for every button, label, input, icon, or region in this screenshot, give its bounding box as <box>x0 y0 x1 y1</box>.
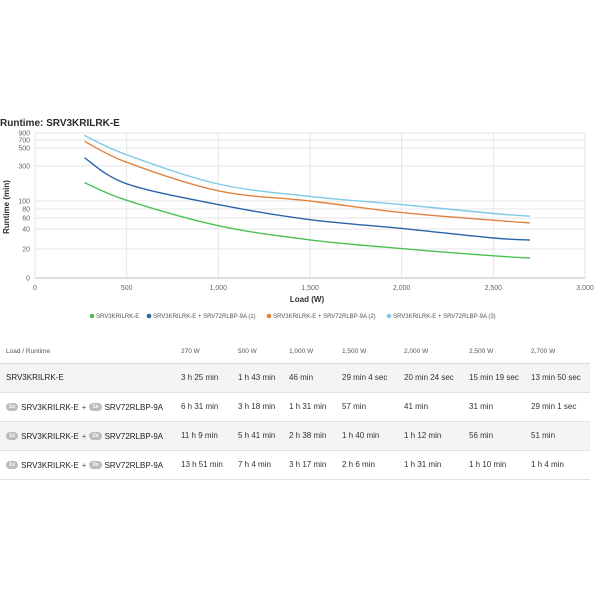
y-tick-label: 100 <box>18 199 30 206</box>
ups-model: SRV3KRILRK-E <box>21 460 79 470</box>
runtime-table: Load / Runtime 270 W 500 W 1,000 W 1,500… <box>0 341 590 480</box>
legend-marker <box>89 313 95 319</box>
battery-pack-model: SRV72RLBP-9A <box>104 460 164 470</box>
runtime-cell: 3 h 17 min <box>283 450 336 480</box>
battery-pack-model: SRV72RLBP-9A <box>104 402 164 412</box>
ups-model: SRV3KRILRK-E <box>6 373 64 382</box>
runtime-cell: 29 min 1 sec <box>525 392 590 422</box>
header-load: 1,500 W <box>336 341 398 364</box>
quantity-badge: 1x <box>6 403 19 412</box>
runtime-cell: 3 h 18 min <box>232 392 283 422</box>
legend-label: SRV3KRILRK-E + SRV72RLBP-9A (1) <box>153 314 256 320</box>
runtime-cell: 7 h 4 min <box>232 450 283 480</box>
runtime-cell: 2 h 6 min <box>336 450 398 480</box>
config-cell: 1x SRV3KRILRK-E + 3x SRV72RLBP-9A <box>0 450 175 480</box>
config-cell: 1x SRV3KRILRK-E + 2x SRV72RLBP-9A <box>0 421 175 451</box>
y-tick-label: 300 <box>18 164 30 171</box>
runtime-cell: 29 min 4 sec <box>336 363 398 393</box>
y-axis-title: Runtime (min) <box>2 180 11 234</box>
runtime-cell: 41 min <box>398 392 463 422</box>
quantity-badge: 1x <box>6 461 19 470</box>
quantity-badge: 2x <box>89 432 102 441</box>
y-tick-label: 700 <box>18 138 30 145</box>
header-load: 500 W <box>232 341 283 364</box>
x-tick-label: 1,000 <box>210 285 228 292</box>
x-axis-title: Load (W) <box>290 295 325 304</box>
legend-marker <box>146 313 152 319</box>
x-tick-label: 2,000 <box>393 285 411 292</box>
runtime-cell: 2 h 38 min <box>283 421 336 451</box>
legend-label: SRV3KRILRK-E <box>96 314 139 320</box>
legend-label: SRV3KRILRK-E + SRV72RLBP-9A (3) <box>393 314 496 320</box>
runtime-cell: 57 min <box>336 392 398 422</box>
quantity-badge: 1x <box>89 403 102 412</box>
header-load: 2,500 W <box>463 341 525 364</box>
table-row: 1x SRV3KRILRK-E + 3x SRV72RLBP-9A 13 h 5… <box>0 450 590 480</box>
runtime-cell: 13 h 51 min <box>175 450 232 480</box>
plus-sign: + <box>81 460 87 470</box>
plus-sign: + <box>81 402 87 412</box>
series-line-2 <box>84 157 531 241</box>
y-tick-label: 80 <box>22 207 30 214</box>
runtime-cell: 3 h 25 min <box>175 363 232 393</box>
series-line-4 <box>84 134 531 217</box>
header-load: 2,000 W <box>398 341 463 364</box>
runtime-cell: 51 min <box>525 421 590 451</box>
legend-label: SRV3KRILRK-E + SRV72RLBP-9A (2) <box>273 314 376 320</box>
y-tick-label: 0 <box>26 276 30 283</box>
runtime-cell: 15 min 19 sec <box>463 363 525 393</box>
runtime-cell: 11 h 9 min <box>175 421 232 451</box>
header-load: 1,000 W <box>283 341 336 364</box>
quantity-badge: 1x <box>6 432 19 441</box>
runtime-cell: 1 h 12 min <box>398 421 463 451</box>
runtime-cell: 1 h 31 min <box>398 450 463 480</box>
x-tick-label: 3,000 <box>576 285 594 292</box>
header-load-runtime: Load / Runtime <box>0 341 175 364</box>
config-cell: 1x SRV3KRILRK-E + 1x SRV72RLBP-9A <box>0 392 175 422</box>
ups-model: SRV3KRILRK-E <box>21 431 79 441</box>
runtime-cell: 1 h 10 min <box>463 450 525 480</box>
series-lines <box>84 134 531 259</box>
header-load: 2,700 W <box>525 341 590 364</box>
y-tick-label: 40 <box>22 227 30 234</box>
quantity-badge: 3x <box>89 461 102 470</box>
x-tick-label: 500 <box>121 285 133 292</box>
y-tick-label: 60 <box>22 216 30 223</box>
legend-marker <box>386 313 392 319</box>
ups-model: SRV3KRILRK-E <box>21 402 79 412</box>
battery-pack-model: SRV72RLBP-9A <box>104 431 164 441</box>
y-tick-label: 900 <box>18 131 30 138</box>
runtime-cell: 31 min <box>463 392 525 422</box>
x-tick-label: 0 <box>33 285 37 292</box>
x-tick-label: 1,500 <box>301 285 319 292</box>
series-line-1 <box>84 181 531 259</box>
y-tick-label: 20 <box>22 247 30 254</box>
runtime-cell: 5 h 41 min <box>232 421 283 451</box>
table-row: SRV3KRILRK-E 3 h 25 min 1 h 43 min 46 mi… <box>0 363 590 393</box>
legend: SRV3KRILRK-E SRV3KRILRK-E + SRV72RLBP-9A … <box>89 313 496 320</box>
config-cell: SRV3KRILRK-E <box>0 363 175 393</box>
series-line-3 <box>84 140 531 224</box>
x-tick-label: 2,500 <box>485 285 503 292</box>
runtime-cell: 1 h 4 min <box>525 450 590 480</box>
runtime-cell: 1 h 43 min <box>232 363 283 393</box>
runtime-cell: 20 min 24 sec <box>398 363 463 393</box>
x-tick-labels: 0 500 1,000 1,500 2,000 2,500 3,000 <box>33 285 594 292</box>
chart-title: Runtime: SRV3KRILRK-E <box>0 118 120 129</box>
runtime-cell: 1 h 40 min <box>336 421 398 451</box>
header-load: 270 W <box>175 341 232 364</box>
runtime-cell: 56 min <box>463 421 525 451</box>
legend-marker <box>266 313 272 319</box>
plus-sign: + <box>81 431 87 441</box>
table-header-row: Load / Runtime 270 W 500 W 1,000 W 1,500… <box>0 341 590 364</box>
runtime-cell: 13 min 50 sec <box>525 363 590 393</box>
runtime-cell: 46 min <box>283 363 336 393</box>
y-tick-label: 500 <box>18 146 30 153</box>
runtime-cell: 1 h 31 min <box>283 392 336 422</box>
table-row: 1x SRV3KRILRK-E + 1x SRV72RLBP-9A 6 h 31… <box>0 392 590 422</box>
runtime-cell: 6 h 31 min <box>175 392 232 422</box>
table-row: 1x SRV3KRILRK-E + 2x SRV72RLBP-9A 11 h 9… <box>0 421 590 451</box>
